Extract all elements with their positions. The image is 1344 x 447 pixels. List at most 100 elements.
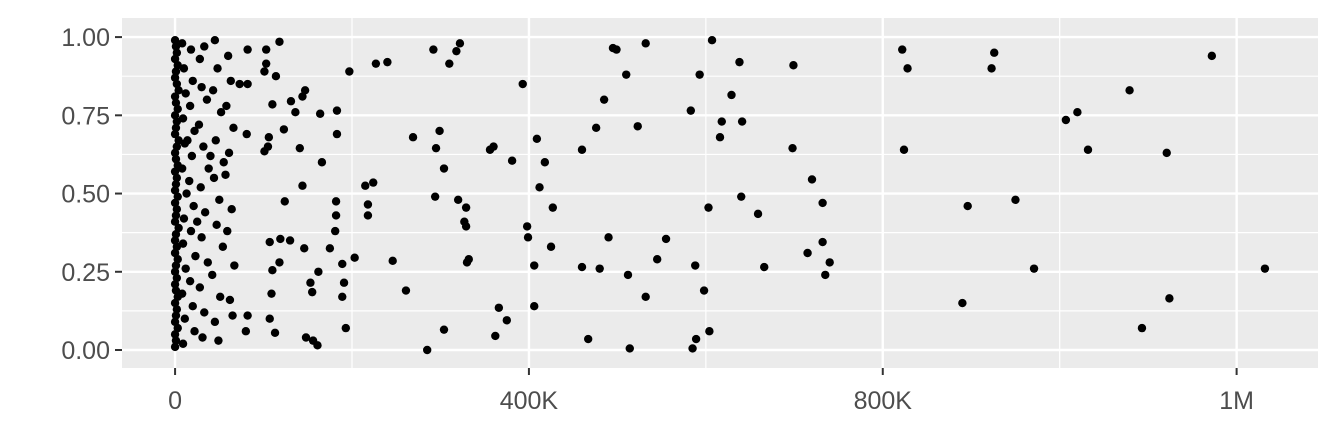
data-point — [200, 308, 209, 317]
data-point — [198, 333, 207, 342]
x-tick-label: 1M — [1219, 387, 1254, 415]
data-point — [818, 237, 827, 247]
data-point — [717, 117, 726, 126]
data-point — [221, 170, 230, 179]
data-point — [363, 200, 373, 209]
data-point — [325, 244, 335, 253]
data-point — [223, 226, 232, 236]
data-point — [268, 100, 277, 109]
data-point — [307, 287, 317, 297]
data-point — [622, 70, 631, 79]
data-point — [191, 251, 200, 261]
data-point — [185, 276, 195, 286]
data-point — [439, 325, 449, 334]
data-point — [170, 129, 180, 139]
data-point — [203, 258, 213, 267]
data-point — [192, 217, 202, 226]
data-point — [194, 120, 204, 129]
data-point — [188, 76, 197, 86]
data-point — [183, 136, 192, 145]
data-point — [199, 142, 208, 151]
data-point — [186, 226, 196, 236]
data-point — [170, 92, 180, 101]
data-point — [211, 136, 220, 145]
data-point — [641, 292, 650, 302]
data-point — [228, 311, 237, 320]
data-point — [429, 45, 438, 54]
data-point — [507, 156, 517, 165]
data-point — [695, 70, 704, 79]
data-point — [212, 220, 221, 230]
data-point — [1011, 195, 1020, 205]
data-point — [1029, 264, 1039, 273]
data-point — [235, 79, 244, 89]
data-point — [225, 295, 235, 305]
data-point — [317, 158, 327, 167]
data-point — [1260, 264, 1270, 273]
data-point — [185, 176, 194, 186]
data-point — [803, 248, 812, 258]
data-point — [243, 311, 252, 320]
data-point — [171, 261, 181, 270]
data-point — [903, 64, 912, 73]
data-point — [172, 117, 182, 126]
data-point — [623, 270, 633, 280]
data-point — [361, 181, 370, 190]
data-point — [206, 151, 215, 161]
data-point — [172, 173, 182, 183]
data-point — [210, 36, 220, 45]
data-point — [489, 142, 498, 151]
data-point — [181, 264, 190, 273]
data-point — [263, 142, 273, 151]
data-point — [171, 123, 181, 133]
data-point — [295, 143, 305, 153]
data-point — [171, 67, 181, 76]
data-point — [197, 233, 206, 242]
data-point — [899, 145, 909, 154]
data-point — [300, 244, 309, 253]
data-point — [825, 258, 834, 267]
data-point — [502, 316, 512, 325]
data-point — [213, 64, 222, 73]
data-point — [422, 345, 432, 355]
data-point — [652, 255, 662, 264]
data-point — [1125, 86, 1134, 95]
data-point — [491, 331, 500, 341]
data-point — [369, 178, 378, 187]
data-point — [223, 51, 233, 61]
data-point — [170, 330, 180, 339]
data-point — [963, 201, 972, 211]
data-point — [190, 126, 199, 136]
data-point — [1162, 148, 1171, 158]
data-point — [185, 101, 195, 111]
data-point — [388, 256, 397, 266]
y-tick-label: 0.50 — [61, 181, 110, 209]
data-point — [452, 46, 461, 56]
data-point — [735, 57, 744, 67]
data-point — [286, 97, 296, 106]
data-point — [688, 344, 697, 353]
data-point — [789, 61, 798, 70]
data-point — [182, 189, 191, 198]
data-point — [180, 314, 190, 323]
data-point — [737, 192, 746, 201]
data-point — [226, 76, 236, 86]
data-point — [187, 151, 197, 161]
data-point — [229, 123, 238, 133]
data-point — [298, 92, 307, 101]
data-point — [306, 278, 315, 287]
data-point — [987, 64, 996, 73]
data-point — [464, 255, 473, 264]
data-point — [455, 39, 465, 48]
data-point — [188, 301, 197, 311]
data-point — [264, 133, 274, 142]
data-point — [275, 37, 284, 46]
data-point — [208, 270, 217, 280]
y-tick-label: 0.75 — [61, 102, 110, 130]
data-point — [214, 336, 223, 345]
data-point — [704, 203, 713, 212]
data-point — [518, 79, 527, 89]
data-point — [1083, 145, 1093, 154]
data-point — [350, 253, 359, 262]
